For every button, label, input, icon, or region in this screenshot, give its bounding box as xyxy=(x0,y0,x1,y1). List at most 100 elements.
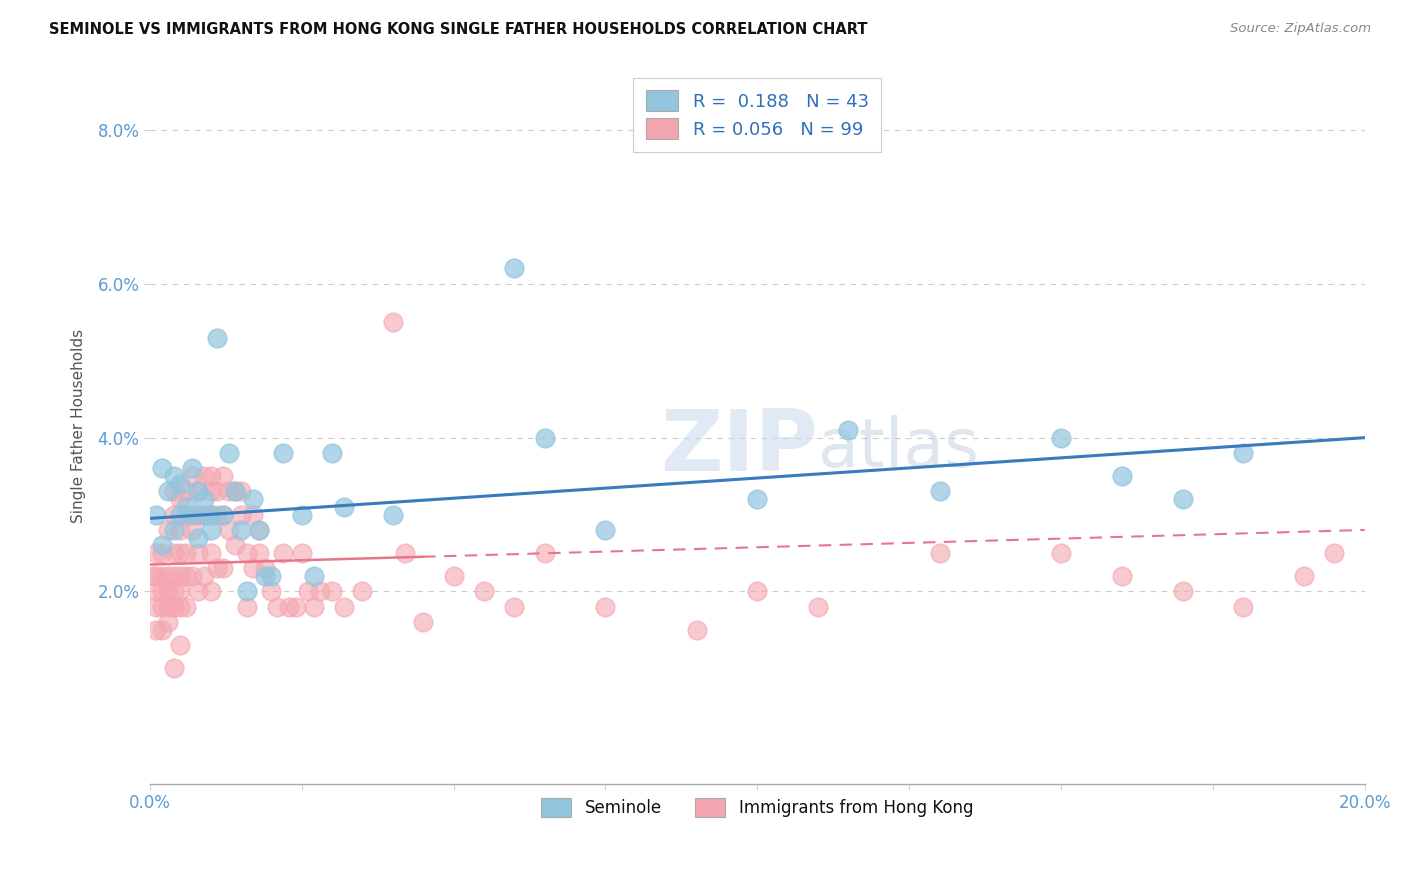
Point xyxy=(169,569,191,583)
Point xyxy=(163,599,186,614)
Text: ZIP: ZIP xyxy=(661,406,818,489)
Point xyxy=(242,508,264,522)
Point xyxy=(169,508,191,522)
Point xyxy=(200,484,222,499)
Point xyxy=(163,484,186,499)
Point xyxy=(236,584,259,599)
Point xyxy=(211,469,233,483)
Point xyxy=(156,484,179,499)
Point xyxy=(302,569,325,583)
Text: atlas: atlas xyxy=(818,415,979,481)
Point xyxy=(156,523,179,537)
Point xyxy=(503,261,526,276)
Point xyxy=(163,569,186,583)
Point xyxy=(1292,569,1315,583)
Point xyxy=(169,492,191,507)
Point xyxy=(187,584,209,599)
Point xyxy=(150,538,173,552)
Point xyxy=(200,584,222,599)
Point xyxy=(163,584,186,599)
Point xyxy=(145,584,167,599)
Point xyxy=(224,538,246,552)
Point xyxy=(145,508,167,522)
Point xyxy=(309,584,332,599)
Point xyxy=(163,469,186,483)
Point xyxy=(1111,469,1133,483)
Point xyxy=(181,508,204,522)
Legend: Seminole, Immigrants from Hong Kong: Seminole, Immigrants from Hong Kong xyxy=(533,789,981,825)
Point xyxy=(236,546,259,560)
Point xyxy=(218,446,240,460)
Point xyxy=(218,484,240,499)
Point xyxy=(181,469,204,483)
Point xyxy=(1050,431,1073,445)
Point xyxy=(150,599,173,614)
Point xyxy=(211,508,233,522)
Point xyxy=(150,623,173,637)
Point xyxy=(187,531,209,545)
Point xyxy=(142,569,165,583)
Point xyxy=(1232,446,1254,460)
Point xyxy=(145,599,167,614)
Point xyxy=(200,508,222,522)
Point xyxy=(163,523,186,537)
Point xyxy=(503,599,526,614)
Point xyxy=(193,508,215,522)
Point xyxy=(174,569,197,583)
Point xyxy=(181,461,204,475)
Point xyxy=(333,599,356,614)
Point xyxy=(218,523,240,537)
Point xyxy=(1323,546,1346,560)
Point xyxy=(205,331,228,345)
Point xyxy=(174,484,197,499)
Point xyxy=(200,523,222,537)
Point xyxy=(200,508,222,522)
Point xyxy=(394,546,416,560)
Point xyxy=(266,599,288,614)
Point xyxy=(156,615,179,630)
Point xyxy=(187,508,209,522)
Point xyxy=(247,546,270,560)
Point xyxy=(472,584,495,599)
Point xyxy=(260,569,283,583)
Point xyxy=(284,599,307,614)
Point xyxy=(169,638,191,652)
Point xyxy=(145,623,167,637)
Point xyxy=(297,584,319,599)
Point xyxy=(169,476,191,491)
Point xyxy=(260,584,283,599)
Point xyxy=(254,569,277,583)
Point xyxy=(156,584,179,599)
Point xyxy=(242,492,264,507)
Point xyxy=(163,508,186,522)
Point xyxy=(533,431,555,445)
Point xyxy=(174,599,197,614)
Point xyxy=(381,508,404,522)
Point xyxy=(150,569,173,583)
Point xyxy=(229,484,252,499)
Point xyxy=(174,500,197,514)
Point xyxy=(807,599,830,614)
Point xyxy=(193,508,215,522)
Point xyxy=(193,469,215,483)
Point xyxy=(163,546,186,560)
Point xyxy=(595,599,617,614)
Point xyxy=(273,546,295,560)
Point xyxy=(747,492,769,507)
Point xyxy=(928,484,950,499)
Point xyxy=(169,599,191,614)
Point xyxy=(837,423,859,437)
Point xyxy=(928,546,950,560)
Point xyxy=(273,446,295,460)
Point xyxy=(443,569,465,583)
Point xyxy=(150,546,173,560)
Point xyxy=(333,500,356,514)
Point xyxy=(169,584,191,599)
Point xyxy=(236,599,259,614)
Point xyxy=(156,599,179,614)
Point xyxy=(247,523,270,537)
Point xyxy=(205,484,228,499)
Point xyxy=(1050,546,1073,560)
Point xyxy=(163,661,186,675)
Point xyxy=(291,546,314,560)
